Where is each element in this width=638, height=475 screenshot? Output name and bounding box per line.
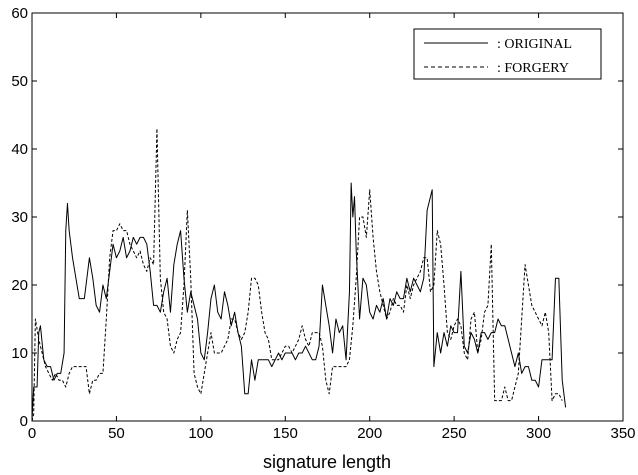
x-tick-label: 150 (273, 425, 298, 442)
y-tick-label: 60 (11, 5, 28, 22)
y-tick-label: 0 (20, 413, 28, 430)
x-axis-label: signature length (263, 452, 391, 472)
plot-area (31, 12, 624, 422)
y-tick-label: 40 (11, 141, 28, 158)
x-tick-label: 250 (442, 425, 467, 442)
series-line-forgery (31, 128, 563, 422)
y-tick-label: 10 (11, 345, 28, 362)
series-line-original (31, 182, 567, 422)
x-tick-label: 100 (188, 425, 213, 442)
series-layer (31, 128, 567, 422)
legend: : ORIGINAL : FORGERY (413, 28, 602, 80)
legend-label-forgery: : FORGERY (497, 61, 569, 76)
x-tick-label: 50 (108, 425, 125, 442)
y-tick-label: 50 (11, 73, 28, 90)
y-tick-label: 20 (11, 277, 28, 294)
x-tick-label: 200 (357, 425, 382, 442)
axis-ticks: 0 50 100 150 200 250 300 350 0 10 20 30 40 50 60 (11, 5, 635, 442)
x-tick-label: 350 (610, 425, 635, 442)
y-tick-label: 30 (11, 209, 28, 226)
x-tick-label: 300 (526, 425, 551, 442)
legend-label-original: : ORIGINAL (497, 37, 572, 52)
x-tick-label: 0 (28, 425, 36, 442)
legend-box (413, 28, 602, 80)
